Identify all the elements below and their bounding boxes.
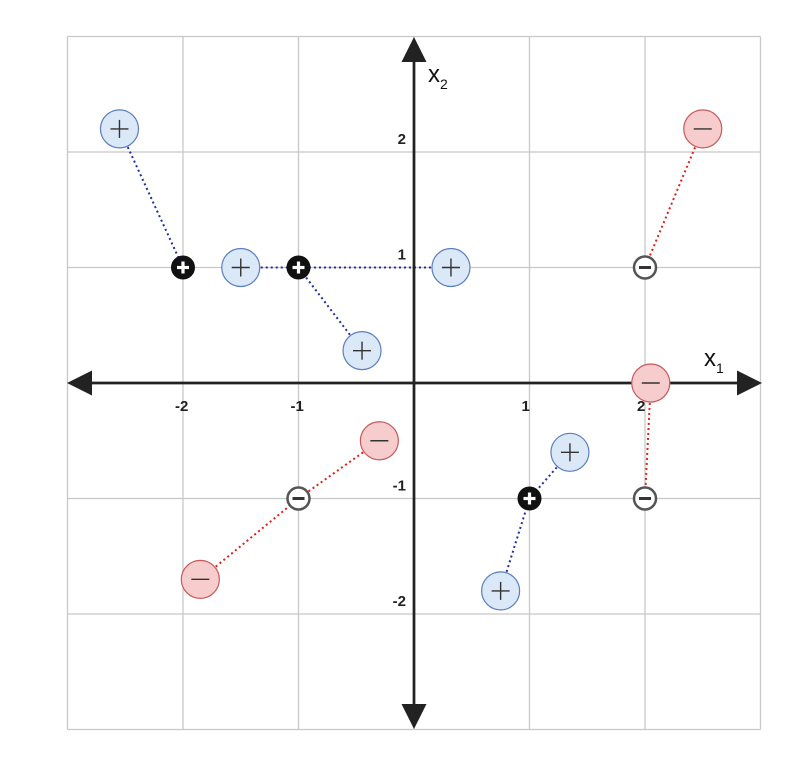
y-axis-label: x2 — [428, 61, 448, 92]
positive-sample-point — [221, 247, 261, 288]
negative-sample-point — [683, 109, 723, 149]
connector-line — [644, 382, 652, 499]
positive-sample-point — [550, 432, 590, 472]
negative-prototype-point — [632, 255, 658, 280]
negative-sample-point — [180, 559, 220, 599]
positive-sample-point — [99, 109, 140, 149]
x-tick-label: 1 — [522, 398, 530, 415]
x-axis-label: x1 — [704, 345, 724, 376]
positive-prototype-point — [171, 255, 195, 280]
data-points — [99, 109, 723, 611]
negative-sample-point — [631, 363, 671, 403]
positive-prototype-point — [286, 255, 311, 280]
positive-sample-point — [481, 571, 521, 611]
tick-labels: -2 -1 1 2 2 1 -1 -2 — [175, 131, 645, 610]
x-tick-label: -2 — [175, 398, 188, 415]
y-tick-label: 2 — [398, 131, 406, 148]
negative-prototype-point — [286, 486, 311, 511]
y-tick-label: -2 — [393, 593, 406, 610]
connector-line — [644, 128, 704, 268]
connector-line — [118, 128, 184, 268]
x-tick-label: 2 — [637, 398, 645, 415]
positive-prototype-point — [517, 486, 542, 511]
positive-sample-point — [342, 331, 382, 371]
y-tick-label: -1 — [393, 478, 406, 495]
connector-line — [199, 497, 300, 581]
negative-prototype-point — [632, 486, 658, 511]
connector-lines — [118, 128, 704, 592]
negative-sample-point — [359, 421, 399, 461]
positive-sample-point — [431, 247, 471, 288]
x-tick-label: -1 — [291, 398, 304, 415]
y-tick-label: 1 — [398, 247, 406, 264]
